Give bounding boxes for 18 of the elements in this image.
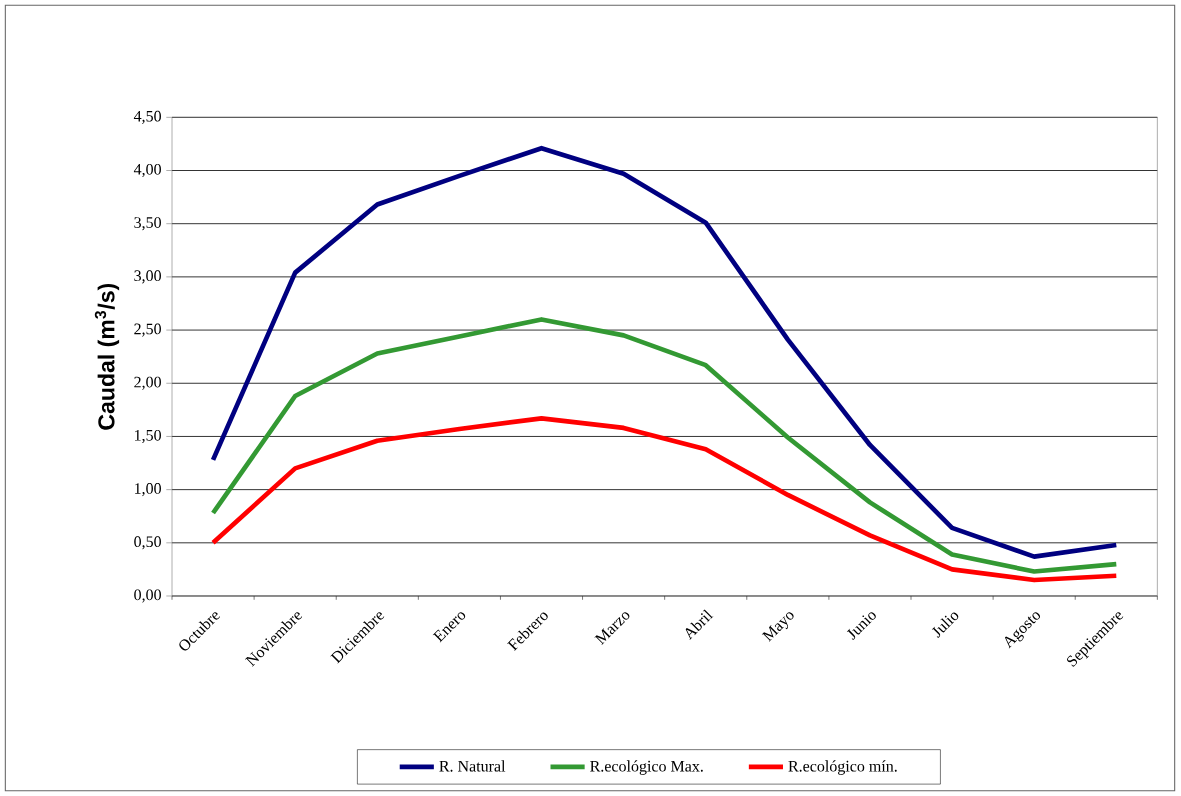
y-tick-label: 1,00	[135, 483, 161, 497]
y-axis-title: Caudal (m$^{3}$/s)	[94, 283, 120, 430]
line-series	[210, 145, 1119, 559]
legend-label: R.ecológico Max.	[590, 760, 703, 775]
y-tick-label: 4,00	[133, 163, 161, 178]
y-tick-label: 0,00	[134, 589, 161, 603]
y-tick-label: 2,00	[134, 376, 161, 390]
y-tick-label: 3,00	[134, 270, 161, 284]
line-series	[210, 317, 1119, 574]
y-tick-label: 1,50	[135, 429, 161, 443]
line-series	[210, 416, 1119, 583]
legend-label: R. Natural	[439, 760, 506, 772]
y-tick-label: 4,50	[133, 110, 161, 124]
y-tick-label: 0,50	[134, 536, 161, 550]
y-tick-label: 3,50	[134, 217, 161, 231]
legend-label: R.ecológico mín.	[788, 760, 897, 775]
x-tick-label: Julio	[931, 612, 959, 638]
y-tick-label: 2,50	[134, 323, 161, 337]
